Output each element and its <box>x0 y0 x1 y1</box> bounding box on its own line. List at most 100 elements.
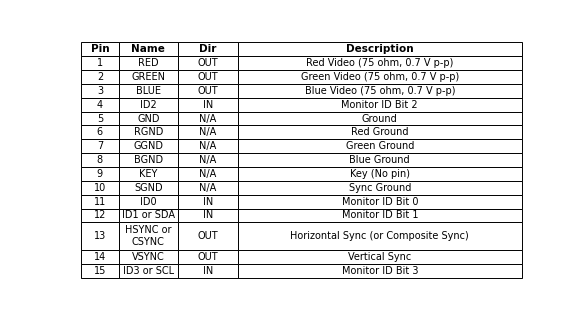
Text: RGND: RGND <box>134 127 163 137</box>
Text: RED: RED <box>138 58 159 68</box>
Text: HSYNC or
CSYNC: HSYNC or CSYNC <box>125 225 172 247</box>
Text: OUT: OUT <box>197 252 218 262</box>
Text: 12: 12 <box>93 210 106 220</box>
Bar <box>81 167 119 181</box>
Bar <box>119 139 178 153</box>
Text: 10: 10 <box>94 183 106 193</box>
Text: Monitor ID Bit 3: Monitor ID Bit 3 <box>342 266 418 276</box>
Text: KEY: KEY <box>139 169 158 179</box>
Text: 13: 13 <box>94 231 106 241</box>
Bar <box>119 70 178 84</box>
Bar <box>238 70 522 84</box>
Bar <box>178 195 238 209</box>
Text: Ground: Ground <box>362 113 398 124</box>
Text: Blue Ground: Blue Ground <box>349 155 410 165</box>
Text: IN: IN <box>203 100 213 110</box>
Text: Name: Name <box>131 44 165 54</box>
Bar <box>178 98 238 112</box>
Text: Red Video (75 ohm, 0.7 V p-p): Red Video (75 ohm, 0.7 V p-p) <box>306 58 454 68</box>
Text: Vertical Sync: Vertical Sync <box>348 252 412 262</box>
Bar <box>178 84 238 98</box>
Bar <box>119 250 178 264</box>
Text: OUT: OUT <box>197 72 218 82</box>
Text: ID1 or SDA: ID1 or SDA <box>122 210 175 220</box>
Text: IN: IN <box>203 210 213 220</box>
Bar <box>81 209 119 222</box>
Bar <box>119 167 178 181</box>
Text: BLUE: BLUE <box>136 86 161 96</box>
Bar <box>81 264 119 278</box>
Text: Green Ground: Green Ground <box>346 141 414 151</box>
Text: 11: 11 <box>94 197 106 207</box>
Bar <box>81 84 119 98</box>
Bar <box>238 209 522 222</box>
Bar <box>81 70 119 84</box>
Text: 9: 9 <box>97 169 103 179</box>
Bar <box>178 139 238 153</box>
Text: N/A: N/A <box>199 113 217 124</box>
Bar <box>238 139 522 153</box>
Bar <box>238 56 522 70</box>
Bar <box>178 70 238 84</box>
Bar <box>119 209 178 222</box>
Bar <box>119 153 178 167</box>
Bar <box>119 222 178 250</box>
Text: OUT: OUT <box>197 231 218 241</box>
Bar <box>238 250 522 264</box>
Text: N/A: N/A <box>199 141 217 151</box>
Bar <box>81 153 119 167</box>
Bar <box>81 56 119 70</box>
Bar <box>178 209 238 222</box>
Bar <box>238 126 522 139</box>
Bar <box>178 112 238 126</box>
Text: N/A: N/A <box>199 183 217 193</box>
Bar <box>238 42 522 56</box>
Bar <box>178 153 238 167</box>
Bar <box>119 264 178 278</box>
Text: N/A: N/A <box>199 169 217 179</box>
Bar <box>238 181 522 195</box>
Bar <box>81 42 119 56</box>
Bar <box>178 181 238 195</box>
Text: Horizontal Sync (or Composite Sync): Horizontal Sync (or Composite Sync) <box>290 231 469 241</box>
Text: Key (No pin): Key (No pin) <box>350 169 410 179</box>
Text: 15: 15 <box>93 266 106 276</box>
Text: ID3 or SCL: ID3 or SCL <box>123 266 174 276</box>
Text: ID2: ID2 <box>140 100 157 110</box>
Text: OUT: OUT <box>197 86 218 96</box>
Text: 8: 8 <box>97 155 103 165</box>
Bar <box>238 153 522 167</box>
Text: Blue Video (75 ohm, 0.7 V p-p): Blue Video (75 ohm, 0.7 V p-p) <box>305 86 455 96</box>
Text: 14: 14 <box>94 252 106 262</box>
Bar <box>119 56 178 70</box>
Text: GGND: GGND <box>133 141 164 151</box>
Text: Red Ground: Red Ground <box>351 127 409 137</box>
Text: SGND: SGND <box>134 183 163 193</box>
Text: 7: 7 <box>97 141 103 151</box>
Bar <box>238 167 522 181</box>
Bar <box>81 112 119 126</box>
Bar <box>119 195 178 209</box>
Bar <box>238 84 522 98</box>
Text: N/A: N/A <box>199 155 217 165</box>
Bar <box>178 250 238 264</box>
Text: IN: IN <box>203 197 213 207</box>
Text: IN: IN <box>203 266 213 276</box>
Bar <box>81 222 119 250</box>
Text: 6: 6 <box>97 127 103 137</box>
Bar <box>178 222 238 250</box>
Bar <box>81 195 119 209</box>
Text: Sync Ground: Sync Ground <box>349 183 411 193</box>
Text: VSYNC: VSYNC <box>132 252 165 262</box>
Text: 5: 5 <box>97 113 103 124</box>
Text: Monitor ID Bit 0: Monitor ID Bit 0 <box>342 197 418 207</box>
Bar <box>238 112 522 126</box>
Text: BGND: BGND <box>134 155 163 165</box>
Text: 4: 4 <box>97 100 103 110</box>
Bar <box>119 112 178 126</box>
Text: 1: 1 <box>97 58 103 68</box>
Text: ID0: ID0 <box>140 197 157 207</box>
Bar <box>81 181 119 195</box>
Text: GREEN: GREEN <box>131 72 165 82</box>
Bar <box>119 126 178 139</box>
